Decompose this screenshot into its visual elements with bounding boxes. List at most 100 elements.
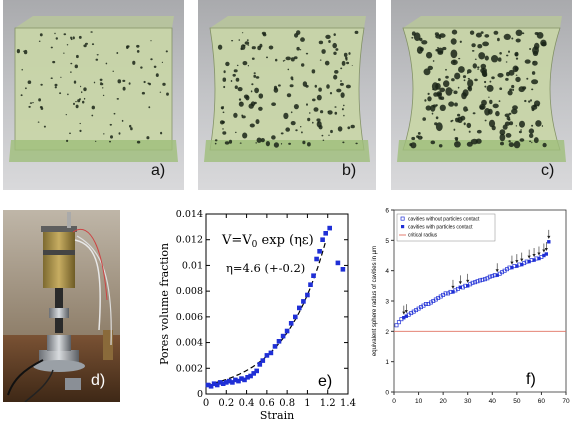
pore [339,82,344,86]
pore [466,109,469,111]
pore [305,52,309,55]
pore [497,57,502,62]
pore [287,68,290,71]
pore [445,75,449,79]
pore [293,104,299,110]
pore [293,56,298,60]
pore [497,37,500,42]
pore [455,118,457,120]
pore [448,101,455,107]
pore [471,50,475,52]
pore [482,41,489,47]
pore [237,87,243,92]
pore [103,133,105,135]
pore [230,80,233,82]
photo-panel-d: d) [3,210,120,402]
x-tick-label: 0.2 [218,398,234,409]
pore [63,33,67,36]
data-point [264,353,270,358]
pore [474,78,478,82]
pore [488,96,490,98]
pore [432,88,435,91]
pore [435,83,441,90]
pore [445,87,453,96]
pore [161,61,163,64]
contact-arrow-head [537,252,541,256]
pore [499,87,503,90]
x-tick-label: 0.8 [279,398,295,409]
pore [431,112,434,115]
pore [458,57,461,60]
filled-marker [402,316,406,320]
pore [493,30,499,35]
pore [343,104,345,107]
data-point [276,339,282,344]
pore [76,54,79,59]
pore [332,42,337,49]
specimen-body [14,27,173,151]
pore [426,51,433,59]
pore [541,41,547,47]
pore [504,113,510,118]
pore [343,52,348,58]
pore [322,139,325,141]
specimen-top-face [15,16,174,28]
pore [148,106,151,109]
pore [478,52,486,60]
pore [150,40,152,42]
pore [268,45,274,50]
pore [509,121,514,126]
render-panel-b: b) [198,0,376,190]
data-point [257,362,263,367]
pore [32,102,34,104]
pore [463,79,466,82]
pore [312,121,314,124]
filled-marker [404,314,408,318]
pore [29,102,33,104]
y-tick-label: 0.008 [176,286,203,297]
pore [437,47,444,54]
pore [504,121,511,126]
pore [515,29,523,36]
pore [38,98,41,102]
equation-label: V=V0 exp (ηε) [221,233,314,250]
pore [477,66,480,69]
x-tick-label: 0 [203,398,209,409]
pore [475,32,482,38]
data-point [268,350,274,356]
pore [413,32,421,41]
pore [280,143,283,145]
pore [462,75,467,79]
pore [534,32,539,35]
pore [116,52,119,54]
pore [166,92,169,96]
pore [463,106,468,112]
filled-marker [532,258,536,262]
pore [162,82,166,86]
pore [247,44,250,46]
pore [130,127,133,131]
pore [132,60,136,65]
y-tick-label: 0.012 [176,235,203,246]
pore [112,70,114,73]
pore [469,30,475,35]
pore [522,86,527,90]
pore [467,77,470,80]
pore [530,99,532,102]
pore [21,68,23,71]
open-marker [443,291,448,296]
pore [467,72,469,74]
pore [307,142,311,147]
panel-label-b: b) [342,162,357,179]
pore [515,125,518,127]
pore [476,129,482,134]
pore [497,73,504,78]
pore [214,139,218,142]
y-tick-label: 0.002 [176,363,203,374]
pore [480,31,484,34]
pore [284,59,286,61]
pore [531,88,534,91]
pore [479,105,485,110]
specimen-top-face [210,16,366,28]
pore [534,48,537,50]
